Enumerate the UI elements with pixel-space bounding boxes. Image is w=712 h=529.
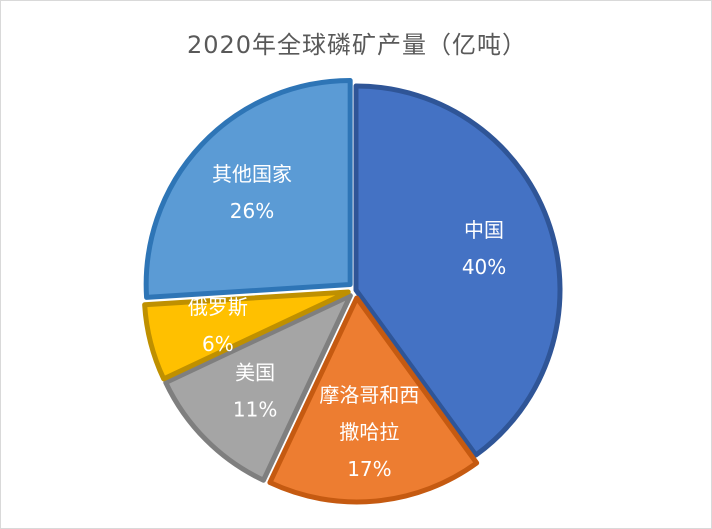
chart-title: 2020年全球磷矿产量（亿吨） [186,31,528,59]
pie-slice-1 [267,295,480,505]
pie-slice-3-name-label: 俄罗斯 [188,295,248,319]
pie-slice-4 [143,78,353,300]
pie-slice-2 [163,293,353,483]
pie-slice-4-name-label: 其他国家 [212,162,292,186]
pie-slice-1-name-label: 摩洛哥和西 [319,383,419,407]
pie-slice-3 [142,289,351,382]
pie-slice-3-percent-label: 6% [202,332,234,356]
pie-slice-1-percent-label: 17% [347,457,391,481]
pie-slice-0-percent-label: 40% [462,255,506,279]
pie-slice-0-name-label: 中国 [464,218,504,242]
pie-slice-4-percent-label: 26% [230,199,274,223]
pie-slice-0 [353,83,563,458]
pie-slice-2-percent-label: 11% [233,397,277,421]
pie-slice-1-name-label: 撒哈拉 [339,420,399,444]
pie-slice-2-name-label: 美国 [235,360,275,384]
